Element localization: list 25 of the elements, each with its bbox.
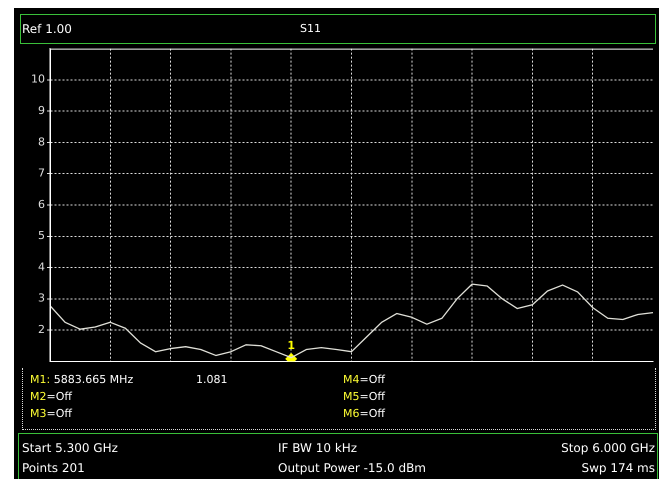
- text: M2=Off: [30, 390, 72, 403]
- y-tick-label: 6: [38, 198, 45, 211]
- text: Start 5.300 GHz: [22, 441, 118, 455]
- text: Points 201: [22, 461, 85, 475]
- text: M4=Off: [343, 373, 385, 386]
- y-tick-label: 8: [38, 135, 45, 148]
- text: M1: 5883.665 MHz: [30, 373, 134, 386]
- y-tick-label: 10: [31, 72, 45, 86]
- text: 1.081: [196, 373, 228, 387]
- text: M6=Off: [343, 407, 385, 420]
- text: Ref 1.00: [22, 22, 72, 36]
- y-tick-label: 3: [38, 292, 45, 305]
- text: IF BW 10 kHz: [278, 441, 358, 455]
- text: Stop 6.000 GHz: [561, 441, 655, 455]
- text: Output Power -15.0 dBm: [278, 461, 426, 475]
- y-tick-label: 2: [38, 322, 45, 336]
- text: Swp 174 ms: [581, 461, 655, 475]
- series-label: 1: [287, 339, 296, 352]
- y-tick-label: 4: [38, 260, 45, 274]
- y-tick-label: 7: [38, 166, 45, 180]
- text: M3=Off: [30, 407, 72, 420]
- y-tick-label: 5: [38, 229, 45, 242]
- y-tick-label: 9: [38, 104, 45, 118]
- chart-title: S11: [300, 22, 321, 36]
- text: M5=Off: [343, 390, 385, 403]
